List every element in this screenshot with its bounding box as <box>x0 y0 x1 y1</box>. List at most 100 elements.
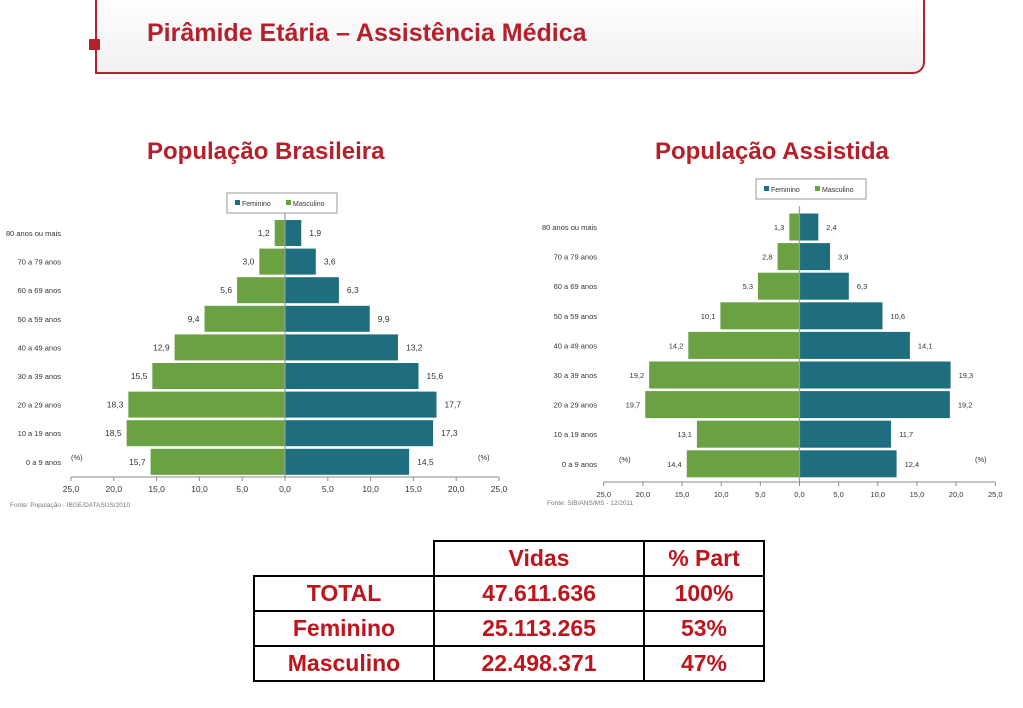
x-tick-label: 10,0 <box>362 484 379 494</box>
legend-label-feminino: Feminino <box>242 201 271 208</box>
bar-feminino <box>777 243 800 271</box>
bar-masculino <box>285 448 410 475</box>
x-tick-label: 25,0 <box>596 490 611 499</box>
page-title: Pirâmide Etária – Assistência Médica <box>147 19 587 47</box>
data-label-masculino: 19,2 <box>958 401 973 410</box>
data-label-masculino: 11,7 <box>899 430 913 439</box>
bar-feminino <box>645 391 800 419</box>
table-header-cell: Vidas <box>433 540 645 577</box>
chart-title-brasileira: População Brasileira <box>147 138 385 165</box>
x-tick-label: 0,0 <box>794 490 804 499</box>
unit-label-left: (%) <box>71 453 83 462</box>
data-label-feminino: 14,4 <box>667 460 682 469</box>
unit-label-right: (%) <box>975 455 987 464</box>
x-tick-label: 15,0 <box>148 484 165 494</box>
table-row: Feminino 25.113.265 53% <box>253 610 765 647</box>
legend-box <box>755 178 867 200</box>
bar-feminino <box>174 334 285 361</box>
bar-feminino <box>789 213 800 241</box>
category-label: 50 a 59 anos <box>554 312 598 321</box>
table-row: Masculino 22.498.371 47% <box>253 645 765 682</box>
table-cell: 100% <box>643 575 765 612</box>
bar-feminino <box>696 420 800 448</box>
category-label: 0 a 9 anos <box>26 458 61 467</box>
x-tick-label: 10,0 <box>870 490 885 499</box>
table-header-row: Vidas % Part <box>254 540 765 577</box>
category-label: 70 a 79 anos <box>18 258 62 267</box>
data-label-masculino: 14,1 <box>918 341 933 350</box>
x-tick-label: 10,0 <box>714 490 729 499</box>
bar-masculino <box>285 220 302 246</box>
data-label-feminino: 18,3 <box>107 400 124 410</box>
bar-masculino <box>285 334 398 361</box>
category-label: 60 a 69 anos <box>18 286 62 295</box>
title-bullet <box>89 39 100 50</box>
category-label: 20 a 29 anos <box>18 401 62 410</box>
bar-feminino <box>686 450 800 478</box>
bar-feminino <box>649 361 800 389</box>
data-label-masculino: 12,4 <box>905 460 920 469</box>
category-label: 40 a 49 anos <box>18 343 62 352</box>
bar-masculino <box>285 363 419 389</box>
category-label: 30 a 39 anos <box>18 372 62 381</box>
category-label: 0 a 9 anos <box>562 460 597 469</box>
data-label-feminino: 9,4 <box>188 314 200 324</box>
table-cell: 47% <box>643 645 765 682</box>
data-label-masculino: 3,6 <box>324 257 336 267</box>
legend-swatch-feminino <box>235 200 240 205</box>
data-label-feminino: 14,2 <box>669 341 684 350</box>
x-tick-label: 15,0 <box>910 490 925 499</box>
bar-feminino <box>720 302 800 330</box>
data-label-masculino: 13,2 <box>406 342 423 352</box>
bar-feminino <box>128 391 285 418</box>
unit-label-left: (%) <box>619 455 631 464</box>
bar-masculino <box>799 391 950 419</box>
bar-masculino <box>799 361 951 389</box>
bar-feminino <box>259 248 285 275</box>
data-label-masculino: 6,3 <box>347 285 359 295</box>
data-label-feminino: 2,8 <box>762 253 772 262</box>
data-label-feminino: 1,2 <box>258 228 270 238</box>
bar-masculino <box>799 331 910 359</box>
bar-masculino <box>799 243 831 271</box>
category-label: 40 a 49 anos <box>554 341 598 350</box>
data-label-masculino: 17,7 <box>445 400 462 410</box>
category-label: 70 a 79 anos <box>554 253 598 262</box>
x-tick-label: 25,0 <box>491 484 508 494</box>
data-label-masculino: 2,4 <box>826 223 836 232</box>
bar-feminino <box>204 305 285 332</box>
bar-feminino <box>688 331 800 359</box>
data-label-masculino: 3,9 <box>838 253 848 262</box>
lives-table: Vidas % Part TOTAL 47.611.636 100% Femin… <box>253 540 765 682</box>
data-label-feminino: 15,5 <box>131 371 148 381</box>
bar-feminino <box>126 420 285 447</box>
legend-swatch-masculino <box>815 186 820 191</box>
data-label-feminino: 3,0 <box>242 257 254 267</box>
data-label-masculino: 19,3 <box>959 371 974 380</box>
x-tick-label: 5,0 <box>322 484 334 494</box>
x-tick-label: 20,0 <box>106 484 123 494</box>
data-label-feminino: 18,5 <box>105 428 122 438</box>
title-box <box>95 0 925 74</box>
table-cell: TOTAL <box>253 575 435 612</box>
bar-masculino <box>799 272 849 300</box>
legend-label-masculino: Masculino <box>822 187 854 194</box>
x-tick-label: 20,0 <box>636 490 651 499</box>
legend-swatch-feminino <box>764 186 769 191</box>
pyramid-chart-brasileira: Feminino Masculino 1,2 1,9 80 anos ou mais 3,… <box>6 192 508 509</box>
data-label-feminino: 1,3 <box>774 223 784 232</box>
x-tick-label: 20,0 <box>448 484 465 494</box>
bar-masculino <box>285 305 370 332</box>
bar-feminino <box>152 363 285 389</box>
category-label: 80 anos ou mais <box>542 223 597 232</box>
x-tick-label: 5,0 <box>236 484 248 494</box>
data-label-feminino: 10,1 <box>701 312 716 321</box>
x-tick-label: 5,0 <box>755 490 765 499</box>
bar-masculino <box>799 420 892 448</box>
data-label-masculino: 9,9 <box>378 314 390 324</box>
bar-masculino <box>285 420 434 447</box>
data-label-masculino: 14,5 <box>417 457 434 467</box>
chart-title-assistida: População Assistida <box>655 138 889 165</box>
data-label-feminino: 5,6 <box>220 285 232 295</box>
data-label-feminino: 19,7 <box>626 401 641 410</box>
